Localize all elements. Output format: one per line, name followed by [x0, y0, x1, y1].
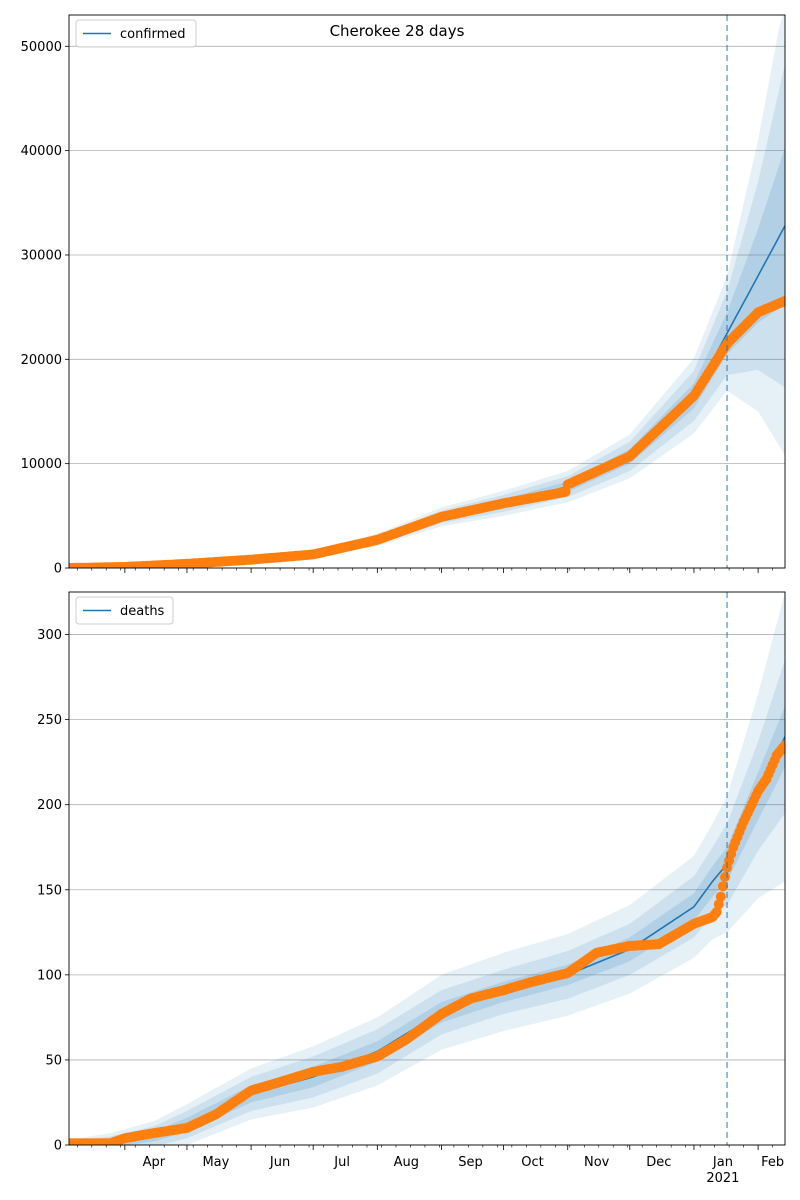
- uncertainty-band: [69, 64, 785, 568]
- observed-point: [780, 295, 785, 306]
- y-tick-label: 30000: [21, 248, 62, 263]
- x-tick-label: Sep: [458, 1155, 483, 1170]
- uncertainty-band: [69, 660, 785, 1145]
- uncertainty-band: [69, 147, 785, 568]
- y-tick-label: 20000: [21, 353, 62, 368]
- observed-point: [713, 899, 724, 910]
- x-tick-label: Jan: [712, 1155, 733, 1170]
- x-tick-label: Nov: [584, 1155, 610, 1170]
- legend: deaths: [75, 596, 174, 625]
- uncertainty-band: [69, 706, 785, 1145]
- y-tick-label: 40000: [21, 144, 62, 159]
- chart-title: Cherokee 28 days: [330, 22, 465, 40]
- x-tick-label: Jul: [333, 1155, 350, 1170]
- deaths-panel: 0 50 100 150 200 250 300 Apr May Jun Jul Aug Sep Oct N…: [37, 591, 786, 1186]
- observed-point: [711, 906, 722, 917]
- confirmed-panel: 0 10000 20000 30000 40000 50000 confirmed: [21, 14, 786, 577]
- x-tick-label: May: [202, 1155, 229, 1170]
- observed-point: [715, 891, 726, 902]
- axes-frame: [68, 591, 786, 1146]
- y-tick-label: 200: [37, 798, 62, 813]
- x-tick-label: Aug: [394, 1155, 419, 1170]
- uncertainty-band: [69, 15, 785, 568]
- legend-label: deaths: [120, 604, 165, 619]
- legend: confirmed: [75, 19, 197, 48]
- y-tick-label: 300: [37, 628, 62, 643]
- observed-point: [720, 872, 730, 882]
- y-tick-label: 10000: [21, 457, 62, 472]
- x-tick-label: Oct: [521, 1155, 543, 1170]
- x-tick-label: Dec: [646, 1155, 671, 1170]
- x-year-label: 2021: [706, 1171, 739, 1186]
- observed-point: [780, 740, 785, 751]
- y-tick-label: 100: [37, 968, 62, 983]
- y-tick-label: 0: [54, 1139, 62, 1154]
- y-tick-label: 0: [54, 562, 62, 577]
- x-tick-label: Apr: [143, 1155, 166, 1170]
- y-tick-label: 150: [37, 883, 62, 898]
- axes-frame: [68, 14, 786, 569]
- x-tick-label: Jun: [269, 1155, 290, 1170]
- y-tick-label: 50: [45, 1053, 62, 1068]
- uncertainty-band: [69, 592, 785, 1145]
- y-tick-label: 50000: [21, 40, 62, 55]
- legend-label: confirmed: [120, 27, 186, 42]
- y-tick-label: 250: [37, 713, 62, 728]
- observed-point: [717, 881, 728, 892]
- x-tick-label: Feb: [761, 1155, 784, 1170]
